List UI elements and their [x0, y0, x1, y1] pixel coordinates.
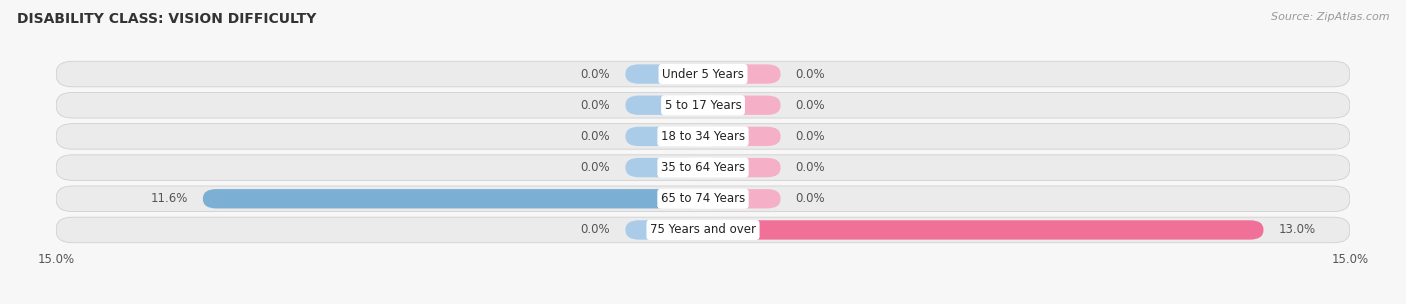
- Text: 75 Years and over: 75 Years and over: [650, 223, 756, 237]
- FancyBboxPatch shape: [626, 220, 703, 240]
- Text: 0.0%: 0.0%: [796, 161, 825, 174]
- FancyBboxPatch shape: [56, 124, 1350, 149]
- FancyBboxPatch shape: [703, 64, 780, 84]
- FancyBboxPatch shape: [626, 158, 703, 177]
- FancyBboxPatch shape: [56, 155, 1350, 180]
- FancyBboxPatch shape: [703, 158, 780, 177]
- FancyBboxPatch shape: [626, 95, 703, 115]
- FancyBboxPatch shape: [56, 61, 1350, 87]
- FancyBboxPatch shape: [703, 95, 780, 115]
- FancyBboxPatch shape: [703, 189, 780, 209]
- Text: 13.0%: 13.0%: [1278, 223, 1316, 237]
- FancyBboxPatch shape: [56, 92, 1350, 118]
- Text: 0.0%: 0.0%: [796, 192, 825, 205]
- FancyBboxPatch shape: [202, 189, 703, 209]
- Text: Source: ZipAtlas.com: Source: ZipAtlas.com: [1271, 12, 1389, 22]
- FancyBboxPatch shape: [703, 220, 1264, 240]
- Text: 0.0%: 0.0%: [581, 161, 610, 174]
- Text: 11.6%: 11.6%: [150, 192, 188, 205]
- Text: 0.0%: 0.0%: [581, 99, 610, 112]
- FancyBboxPatch shape: [626, 127, 703, 146]
- FancyBboxPatch shape: [626, 64, 703, 84]
- Text: 0.0%: 0.0%: [581, 130, 610, 143]
- Text: 0.0%: 0.0%: [581, 67, 610, 81]
- Text: 35 to 64 Years: 35 to 64 Years: [661, 161, 745, 174]
- Text: 0.0%: 0.0%: [581, 223, 610, 237]
- Text: 0.0%: 0.0%: [796, 99, 825, 112]
- Text: 0.0%: 0.0%: [796, 130, 825, 143]
- Text: 0.0%: 0.0%: [796, 67, 825, 81]
- FancyBboxPatch shape: [56, 217, 1350, 243]
- Text: 18 to 34 Years: 18 to 34 Years: [661, 130, 745, 143]
- FancyBboxPatch shape: [703, 127, 780, 146]
- Text: DISABILITY CLASS: VISION DIFFICULTY: DISABILITY CLASS: VISION DIFFICULTY: [17, 12, 316, 26]
- FancyBboxPatch shape: [56, 186, 1350, 212]
- Text: Under 5 Years: Under 5 Years: [662, 67, 744, 81]
- Text: 65 to 74 Years: 65 to 74 Years: [661, 192, 745, 205]
- Text: 5 to 17 Years: 5 to 17 Years: [665, 99, 741, 112]
